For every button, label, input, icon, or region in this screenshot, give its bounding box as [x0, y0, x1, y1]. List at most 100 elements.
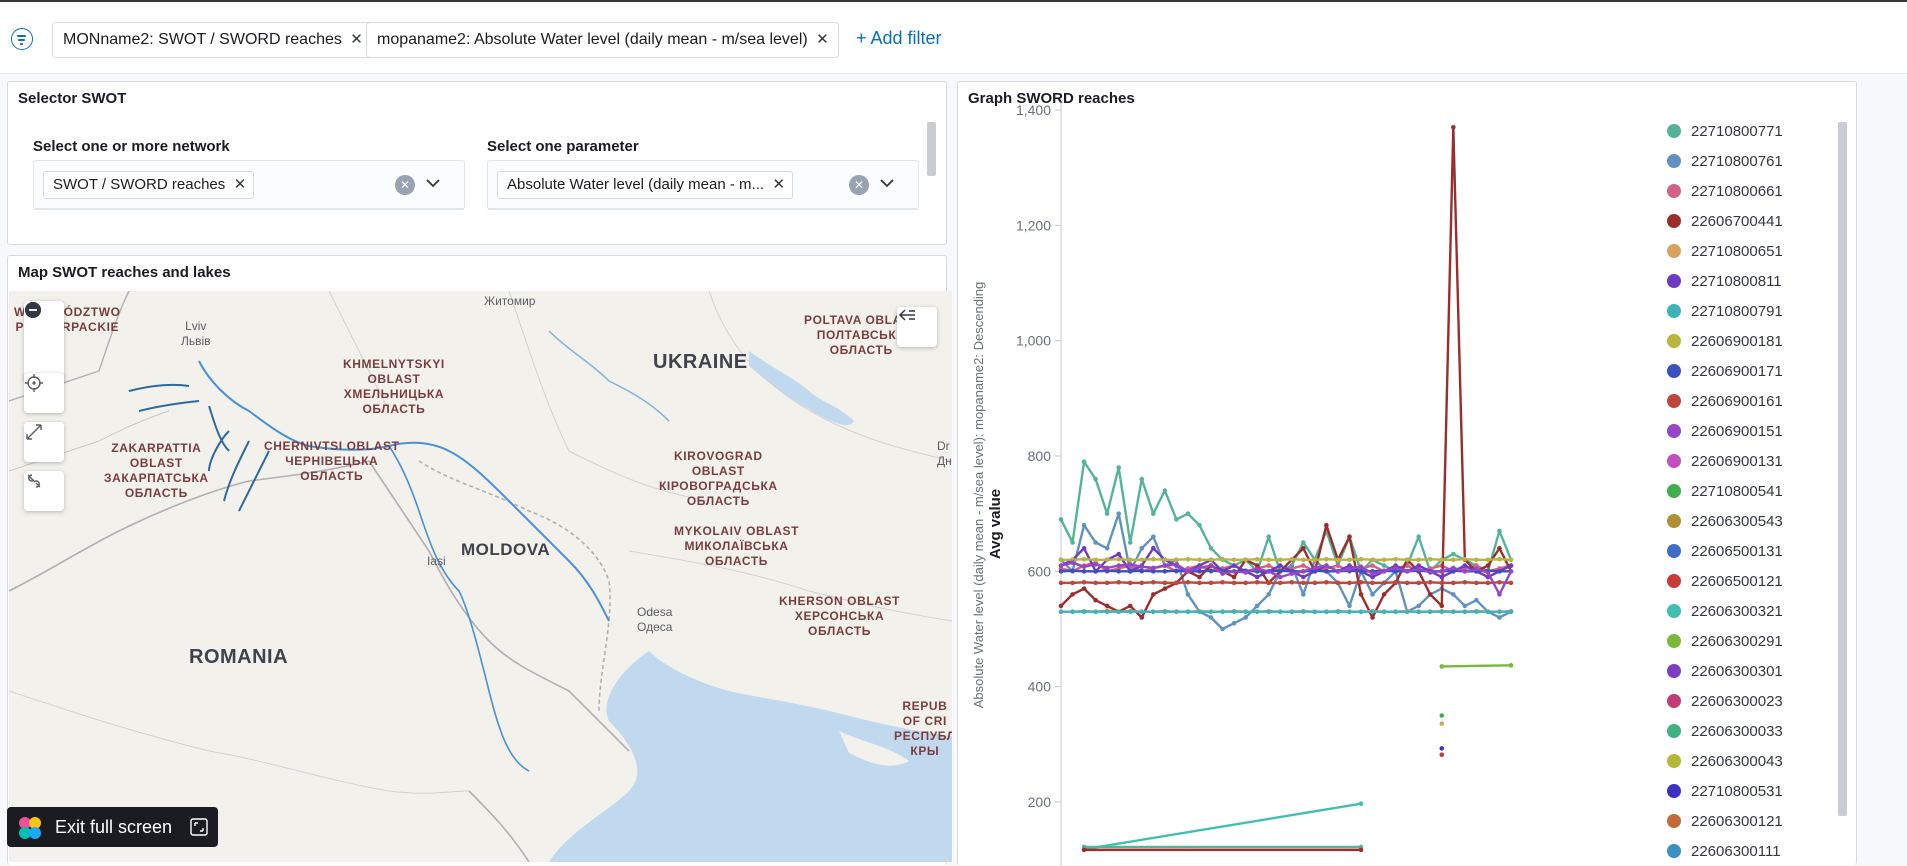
data-point: [1254, 579, 1260, 585]
crosshair-icon[interactable]: [24, 373, 64, 413]
legend-item[interactable]: 22710800761: [1667, 153, 1783, 170]
data-point: [1266, 563, 1271, 568]
data-point: [1116, 511, 1121, 516]
legend-item[interactable]: 22606900181: [1667, 333, 1783, 350]
network-combobox[interactable]: SWOT / SWORD reaches ✕ ✕: [33, 160, 465, 210]
clear-icon[interactable]: ✕: [395, 175, 415, 195]
zoom-controls: [24, 301, 64, 381]
legend-item[interactable]: 22606300121: [1667, 813, 1783, 830]
data-point: [1358, 847, 1364, 853]
legend-item[interactable]: 22606300111: [1667, 843, 1781, 860]
map-region-label: POLTAVA OBLAST ПОЛТАВСЬКА ОБЛАСТЬ: [804, 313, 919, 357]
legend-label: 22606900151: [1691, 423, 1783, 440]
selector-scrollbar[interactable]: [927, 122, 936, 176]
legend-item[interactable]: 22606300033: [1667, 723, 1783, 740]
legend-item[interactable]: 22606300291: [1667, 633, 1783, 650]
legend-item[interactable]: 22606900151: [1667, 423, 1783, 440]
legend-item[interactable]: 22710800811: [1667, 273, 1782, 290]
data-point: [1301, 569, 1306, 574]
data-point: [1347, 563, 1352, 568]
selector-panel: Selector SWOT Select one or more network…: [7, 81, 947, 245]
remove-chip-icon[interactable]: ✕: [233, 176, 247, 193]
data-point: [1301, 592, 1306, 597]
map-panel: Map SWOT reaches and lakes WOJEWÓDZ: [7, 255, 952, 865]
legend-item[interactable]: 22606900171: [1667, 363, 1783, 380]
expand-icon[interactable]: [24, 422, 64, 462]
legend-scrollbar[interactable]: [1838, 122, 1847, 816]
data-point: [1474, 557, 1479, 563]
remove-filter-icon[interactable]: ✕: [350, 31, 363, 48]
legend-item[interactable]: 22710800771: [1667, 123, 1783, 140]
data-point: [1266, 580, 1271, 586]
data-point: [1162, 580, 1168, 586]
legend-item[interactable]: 22710800661: [1667, 183, 1783, 200]
data-point: [1197, 569, 1202, 574]
data-point: [1370, 571, 1375, 576]
data-point: [1208, 580, 1214, 586]
map-canvas[interactable]: WOJEWÓDZTWO PODKARPACKIE KHMELNYTSKYI OBLA…: [9, 291, 952, 862]
data-point: [1358, 592, 1364, 597]
parameter-combobox[interactable]: Absolute Water level (daily mean - m... …: [487, 160, 919, 210]
series-line: [1060, 561, 1513, 596]
wrench-icon[interactable]: [24, 471, 64, 511]
chevron-down-icon[interactable]: [425, 173, 441, 193]
legend-label: 22710800771: [1691, 123, 1783, 140]
legend-item[interactable]: 22606500131: [1667, 543, 1783, 560]
zoom-out-icon[interactable]: [24, 302, 64, 381]
data-point: [1162, 557, 1168, 563]
legend-label: 22606900131: [1691, 453, 1783, 470]
remove-chip-icon[interactable]: ✕: [772, 176, 786, 193]
layers-toggle-icon[interactable]: [897, 307, 937, 347]
legend-swatch: [1667, 394, 1681, 408]
legend-item[interactable]: 22606300023: [1667, 693, 1783, 710]
filter-pill-monname[interactable]: MONname2: SWOT / SWORD reaches ✕: [52, 22, 373, 58]
data-point: [1093, 569, 1098, 574]
data-point: [1416, 609, 1421, 614]
data-point: [1208, 545, 1214, 551]
data-point: [1335, 563, 1341, 568]
data-point: [1266, 557, 1271, 563]
data-point: [1427, 556, 1433, 562]
legend-item[interactable]: 22606300301: [1667, 663, 1783, 680]
legend-swatch: [1667, 634, 1681, 648]
data-point: [1462, 579, 1468, 585]
legend-label: 22606900161: [1691, 393, 1783, 410]
data-point: [1497, 545, 1502, 551]
chevron-down-icon[interactable]: [879, 173, 895, 193]
data-point: [1416, 580, 1421, 586]
data-point: [1393, 579, 1398, 585]
legend-item[interactable]: 22710800531: [1667, 783, 1783, 800]
data-point: [1254, 556, 1260, 562]
legend-item[interactable]: 22606900131: [1667, 453, 1783, 470]
data-point: [1151, 511, 1156, 516]
add-filter-button[interactable]: + Add filter: [856, 28, 942, 48]
legend-label: 22710800661: [1691, 183, 1783, 200]
line-chart[interactable]: 200 400 600 800 1,000 1,200 1,400 22710800771 2…: [958, 82, 1858, 866]
filter-options-icon[interactable]: [11, 28, 33, 50]
legend-item[interactable]: 22606300321: [1667, 603, 1783, 620]
data-point: [1058, 563, 1064, 568]
network-label: Select one or more network: [33, 138, 230, 155]
remove-filter-icon[interactable]: ✕: [816, 31, 829, 48]
map-region-label: ZAKARPATTIA OBLAST ЗАКАРПАТСЬКА ОБЛАСТЬ: [104, 441, 209, 500]
legend-item[interactable]: 22606300543: [1667, 513, 1783, 530]
legend-item[interactable]: 22606900161: [1667, 393, 1783, 410]
legend-item[interactable]: 22710800541: [1667, 483, 1783, 500]
legend-item[interactable]: 22606500121: [1667, 573, 1783, 590]
data-point: [1208, 609, 1214, 614]
legend-swatch: [1667, 214, 1681, 228]
exit-fullscreen-button[interactable]: Exit full screen: [7, 807, 218, 847]
legend-item[interactable]: 22606300043: [1667, 753, 1783, 770]
clear-icon[interactable]: ✕: [849, 175, 869, 195]
data-point: [1301, 609, 1306, 614]
legend-item[interactable]: 22710800651: [1667, 243, 1783, 260]
data-point: [1381, 557, 1387, 563]
data-point: [1324, 609, 1329, 614]
data-point: [1439, 721, 1445, 726]
data-point: [1462, 609, 1468, 614]
data-point: [1324, 522, 1329, 528]
data-point: [1347, 603, 1352, 609]
filter-pill-mopaname[interactable]: mopaname2: Absolute Water level (daily m…: [366, 22, 839, 58]
legend-item[interactable]: 22710800791: [1667, 303, 1783, 320]
legend-item[interactable]: 22606700441: [1667, 213, 1783, 230]
